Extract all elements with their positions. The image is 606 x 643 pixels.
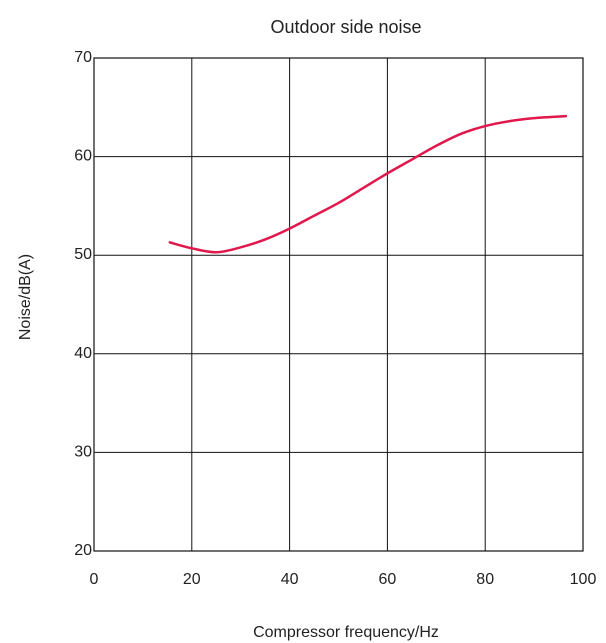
- x-tick-labels: 0 20 40 60 80 100: [90, 571, 597, 588]
- y-tick-labels: 20 30 40 50 60 70: [74, 49, 92, 559]
- grid: [94, 58, 583, 551]
- x-axis-title: Compressor frequency/Hz: [253, 624, 439, 641]
- x-tick-label: 40: [281, 571, 299, 588]
- series-layer: [168, 114, 568, 254]
- x-tick-label: 80: [476, 571, 494, 588]
- x-tick-label: 20: [183, 571, 201, 588]
- y-tick-label: 30: [74, 443, 92, 460]
- y-tick-label: 50: [74, 246, 92, 263]
- y-tick-label: 70: [74, 49, 92, 66]
- chart-title: Outdoor side noise: [270, 17, 421, 37]
- y-tick-label: 40: [74, 345, 92, 362]
- series-line-0: [168, 114, 568, 254]
- x-tick-label: 60: [379, 571, 397, 588]
- y-tick-label: 60: [74, 148, 92, 165]
- plot-frame: [93, 57, 584, 552]
- y-tick-label: 20: [74, 542, 92, 559]
- y-axis-title: Noise/dB(A): [17, 254, 34, 340]
- x-tick-label: 0: [90, 571, 99, 588]
- x-tick-label: 100: [570, 571, 597, 588]
